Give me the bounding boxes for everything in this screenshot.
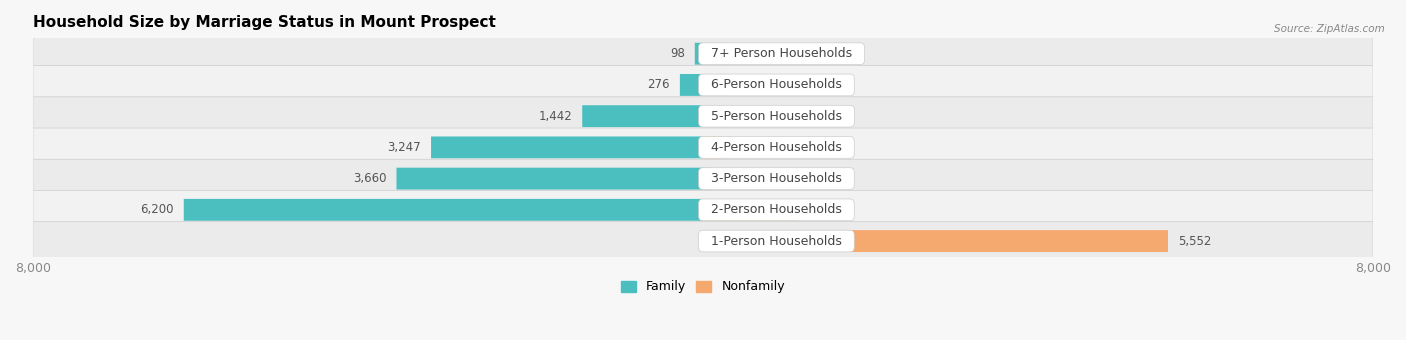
- Text: 276: 276: [647, 79, 669, 91]
- Legend: Family, Nonfamily: Family, Nonfamily: [616, 275, 790, 299]
- Text: 3,247: 3,247: [388, 141, 420, 154]
- Text: 1,442: 1,442: [538, 110, 572, 123]
- FancyBboxPatch shape: [432, 136, 703, 158]
- Text: Household Size by Marriage Status in Mount Prospect: Household Size by Marriage Status in Mou…: [32, 15, 496, 30]
- FancyBboxPatch shape: [396, 168, 703, 189]
- Text: 228: 228: [733, 141, 755, 154]
- Text: 6-Person Households: 6-Person Households: [703, 79, 849, 91]
- Text: 6,200: 6,200: [141, 203, 174, 216]
- Text: 5,552: 5,552: [1178, 235, 1212, 248]
- FancyBboxPatch shape: [184, 199, 703, 221]
- FancyBboxPatch shape: [681, 74, 703, 96]
- FancyBboxPatch shape: [32, 190, 1374, 229]
- Text: Source: ZipAtlas.com: Source: ZipAtlas.com: [1274, 24, 1385, 34]
- FancyBboxPatch shape: [32, 128, 1374, 167]
- FancyBboxPatch shape: [703, 168, 710, 189]
- Text: 2-Person Households: 2-Person Households: [703, 203, 849, 216]
- Text: 87: 87: [720, 172, 735, 185]
- Text: 3,660: 3,660: [353, 172, 387, 185]
- FancyBboxPatch shape: [32, 97, 1374, 136]
- Text: 0: 0: [738, 110, 745, 123]
- FancyBboxPatch shape: [703, 43, 728, 65]
- FancyBboxPatch shape: [582, 105, 703, 127]
- FancyBboxPatch shape: [703, 105, 728, 127]
- FancyBboxPatch shape: [32, 34, 1374, 73]
- FancyBboxPatch shape: [695, 43, 703, 65]
- Text: 1-Person Households: 1-Person Households: [703, 235, 849, 248]
- FancyBboxPatch shape: [703, 136, 723, 158]
- Text: 1,127: 1,127: [807, 203, 841, 216]
- Text: 5-Person Households: 5-Person Households: [703, 110, 851, 123]
- FancyBboxPatch shape: [703, 199, 797, 221]
- Text: 98: 98: [669, 47, 685, 60]
- Text: 7+ Person Households: 7+ Person Households: [703, 47, 860, 60]
- FancyBboxPatch shape: [32, 222, 1374, 260]
- FancyBboxPatch shape: [32, 66, 1374, 104]
- FancyBboxPatch shape: [32, 159, 1374, 198]
- Text: 4-Person Households: 4-Person Households: [703, 141, 849, 154]
- FancyBboxPatch shape: [703, 74, 728, 96]
- FancyBboxPatch shape: [703, 230, 1168, 252]
- Text: 0: 0: [738, 79, 745, 91]
- Text: 3-Person Households: 3-Person Households: [703, 172, 849, 185]
- Text: 0: 0: [738, 47, 745, 60]
